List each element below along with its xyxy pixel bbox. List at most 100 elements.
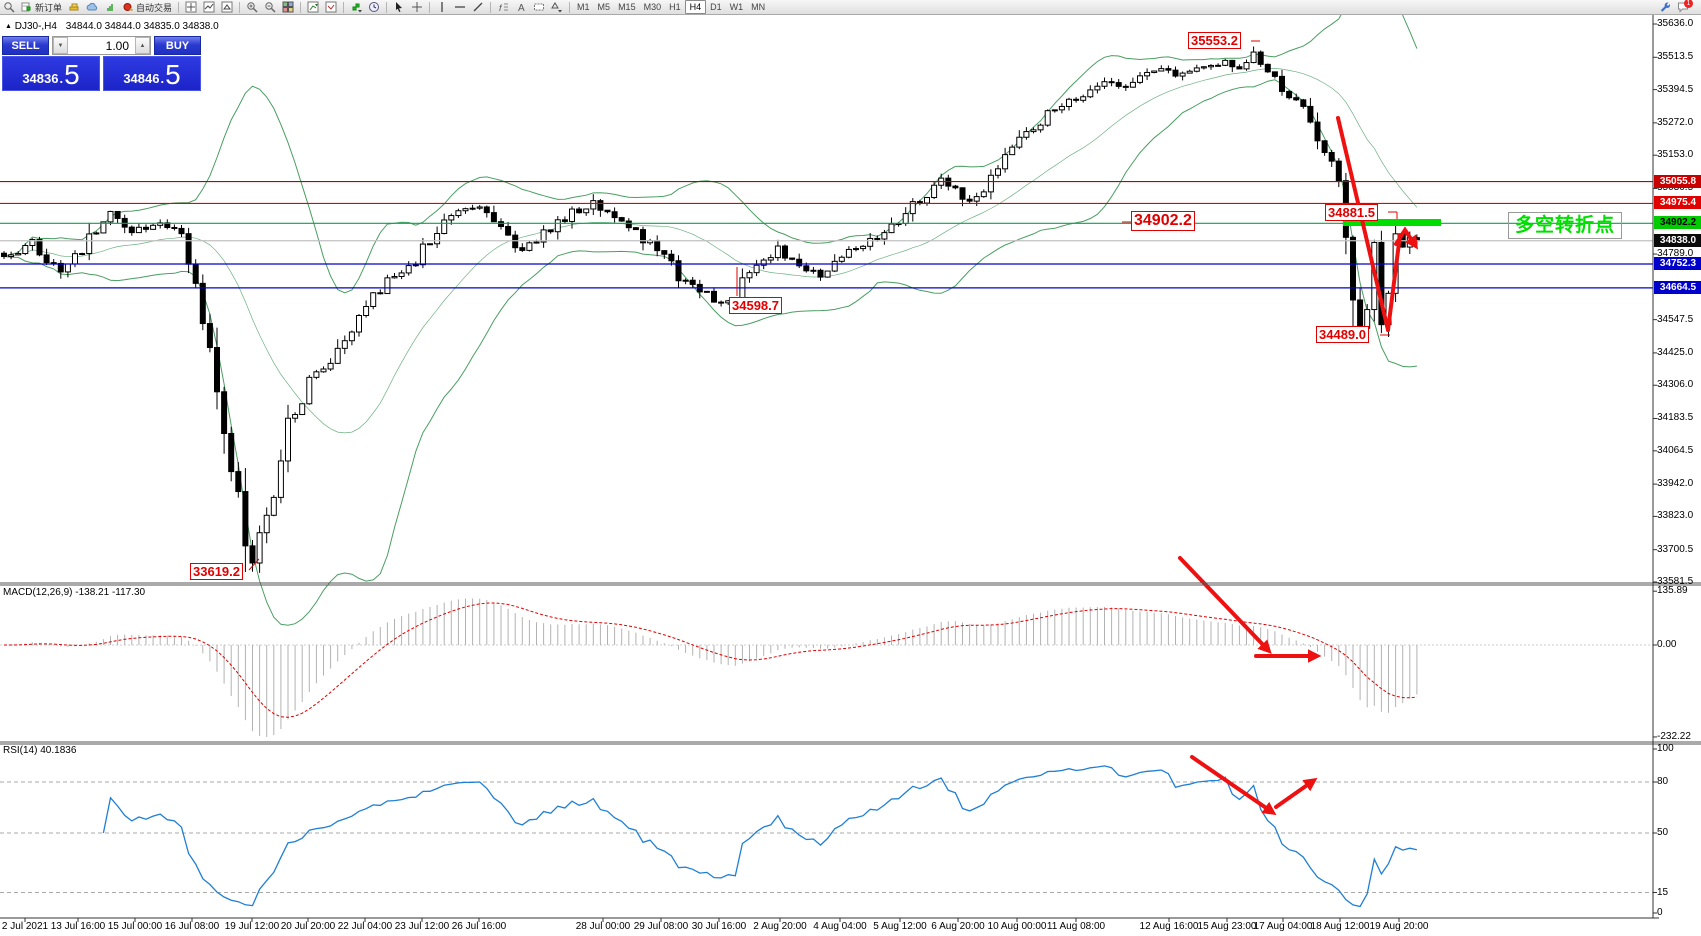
zoomin-icon [246, 1, 258, 13]
chart-autoscroll-button[interactable] [322, 1, 340, 14]
svg-text:A: A [518, 3, 525, 13]
trend-arrow-2[interactable] [1394, 226, 1419, 250]
new-order-label: 新订单 [35, 2, 63, 13]
fibo-icon: f [497, 1, 509, 13]
rsi-panel [0, 765, 1653, 908]
sell-price-main: 34836 [22, 71, 59, 86]
crossbox-icon [185, 1, 197, 13]
lot-size-input[interactable] [68, 37, 135, 54]
new-order-button[interactable]: 新订单 [18, 1, 65, 14]
toolbar-separator [343, 1, 345, 13]
rsi-indicator-label: RSI(14) 40.1836 [3, 745, 77, 756]
trendline-tool-button[interactable] [469, 1, 487, 14]
toolbar-separator [569, 1, 571, 13]
auto-trading-button[interactable]: 自动交易 [119, 1, 175, 14]
timeframe-h1-button[interactable]: H1 [669, 2, 681, 12]
buy-price-main: 34846 [123, 71, 160, 86]
sell-price[interactable]: 34836 . 5 [2, 56, 100, 91]
pivot-point-note[interactable]: 多空转折点 [1508, 212, 1622, 239]
chart-canvas[interactable] [0, 14, 1701, 936]
trend-arrow-0[interactable] [1336, 116, 1390, 332]
plusdd-icon [350, 1, 363, 13]
cloud-button[interactable] [83, 1, 101, 14]
hline-icon [454, 1, 466, 13]
signal-icon [104, 1, 116, 13]
cursor-tool-button[interactable] [390, 1, 408, 14]
gold-button[interactable] [65, 1, 83, 14]
lot-increase-button[interactable]: ▲ [135, 37, 150, 54]
ohlc-values: 34844.0 34844.0 34835.0 34838.0 [65, 21, 219, 32]
cursor-icon [393, 1, 405, 13]
wrench-icon [1659, 1, 1671, 13]
label-tool-button[interactable] [530, 1, 548, 14]
notifications-button[interactable]: 1 [1674, 0, 1701, 14]
shapes-tool-button[interactable] [548, 1, 566, 14]
chart-candle-mode-button[interactable] [218, 1, 236, 14]
timeframe-m5-button[interactable]: M5 [597, 2, 611, 12]
settings-wrench-button[interactable] [1656, 1, 1674, 14]
cloud-icon [86, 1, 98, 13]
buy-button[interactable]: BUY [154, 36, 201, 55]
tiles-icon [282, 1, 294, 13]
buy-price-dot: . [160, 71, 165, 86]
neworder-icon [21, 1, 33, 13]
pivot-highlight-bar[interactable] [1343, 219, 1441, 226]
notification-badge: 1 [1684, 0, 1693, 8]
crosshair-tool-button[interactable] [408, 1, 426, 14]
crosshair-icon [411, 1, 423, 13]
period-clock-button[interactable] [365, 1, 383, 14]
macd-arrow-0[interactable] [1178, 556, 1272, 654]
main-toolbar: 新订单 自动交易 f A M1 M5 M15 M30 H1 H4 D1 W1 MN 1 [0, 0, 1701, 15]
toolbar-separator [239, 1, 241, 13]
symbol-period: DJ30-,H4 [14, 21, 57, 32]
search-button[interactable] [0, 1, 18, 14]
toolbar-separator [490, 1, 492, 13]
chart-crosshair-window-button[interactable] [182, 1, 200, 14]
lot-decrease-button[interactable]: ▼ [53, 37, 68, 54]
callout-connector-6 [248, 558, 260, 571]
sell-price-big-digit: 5 [64, 59, 80, 90]
signal-button[interactable] [101, 1, 119, 14]
timeframe-m1-button[interactable]: M1 [577, 2, 590, 12]
buy-price[interactable]: 34846 . 5 [103, 56, 201, 91]
zoom-out-button[interactable] [261, 1, 279, 14]
text-tool-button[interactable]: A [512, 1, 530, 14]
vertical-line-tool-button[interactable] [433, 1, 451, 14]
zoomout-icon [264, 1, 276, 13]
timeframe-h4-button[interactable]: H4 [684, 0, 707, 14]
gold-icon [68, 1, 80, 13]
chart-line-mode-button[interactable] [200, 1, 218, 14]
chartdown-icon [325, 1, 337, 13]
timeframe-d1-button[interactable]: D1 [710, 2, 722, 12]
tile-windows-button[interactable] [279, 1, 297, 14]
macd-panel [0, 598, 1653, 737]
toolbar-separator [429, 1, 431, 13]
auto-trading-label: 自动交易 [136, 2, 173, 13]
rsi-arrow-0[interactable] [1190, 755, 1277, 816]
sell-button[interactable]: SELL [2, 36, 49, 55]
horizontal-line-tool-button[interactable] [451, 1, 469, 14]
add-indicator-button[interactable] [347, 1, 365, 14]
shapes-icon [551, 1, 563, 13]
magnifier-icon [3, 1, 15, 13]
labeltag-icon [533, 1, 545, 13]
timeframe-w1-button[interactable]: W1 [729, 2, 744, 12]
chart-shift-button[interactable] [304, 1, 322, 14]
charttri-icon [221, 1, 233, 13]
chart-title: ▲ DJ30-,H4 34844.0 34844.0 34835.0 34838… [5, 21, 219, 32]
svg-text:f: f [499, 3, 503, 13]
megaphone-icon [122, 1, 134, 13]
trend-arrow-1[interactable] [1386, 233, 1402, 332]
fibonacci-tool-button[interactable]: f [494, 1, 512, 14]
timeframe-m15-button[interactable]: M15 [618, 2, 636, 12]
timeframe-m30-button[interactable]: M30 [643, 2, 662, 12]
rsi-arrow-1[interactable] [1274, 777, 1318, 809]
toolbar-separator [300, 1, 302, 13]
zoom-in-button[interactable] [243, 1, 261, 14]
chartup-icon [307, 1, 319, 13]
tline-icon [472, 1, 484, 13]
chartline-icon [203, 1, 215, 13]
timeframe-mn-button[interactable]: MN [751, 2, 766, 12]
texta-icon: A [515, 1, 527, 13]
